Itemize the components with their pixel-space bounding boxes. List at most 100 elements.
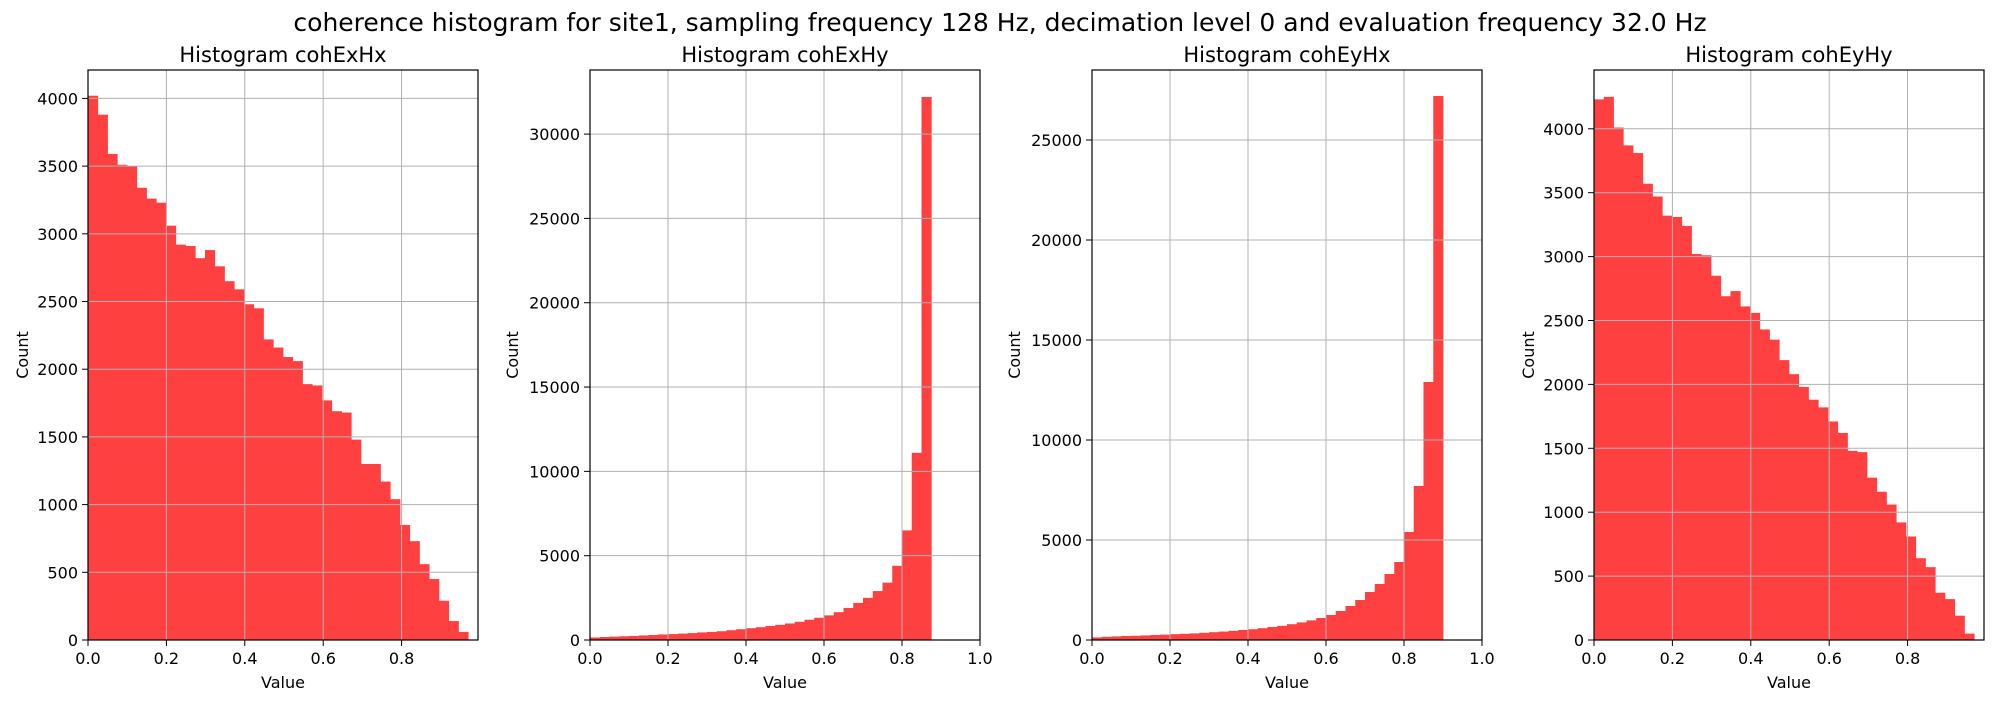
histogram-bar [1710, 275, 1722, 640]
histogram-bar [833, 612, 844, 640]
histogram-bar [619, 636, 630, 640]
histogram-bar [1287, 624, 1298, 640]
x-axis-label: Value [763, 673, 807, 692]
histogram-bar [794, 621, 805, 640]
x-axis-label: Value [1767, 673, 1811, 692]
histogram-bar [1671, 216, 1683, 640]
histogram-bar [126, 166, 138, 640]
x-tick-label: 1.0 [1469, 649, 1494, 668]
histogram-bar [107, 153, 118, 640]
histogram-bar [804, 619, 815, 640]
histogram-bar [911, 452, 922, 640]
histogram-bar [1642, 183, 1653, 641]
histogram-bar [590, 637, 601, 640]
histogram-bar [282, 357, 294, 640]
histogram-bar [814, 617, 825, 640]
histogram-bar [1876, 491, 1887, 640]
histogram-bar [1944, 599, 1956, 640]
y-axis-label: Count [1519, 331, 1538, 379]
x-tick-label: 0.6 [310, 649, 335, 668]
x-tick-label: 0.2 [1660, 649, 1685, 668]
y-tick-label: 25000 [529, 209, 580, 228]
histogram-bar [312, 385, 323, 640]
histogram-bar [1740, 306, 1751, 640]
x-tick-label: 0.8 [889, 649, 914, 668]
histogram-bar [1374, 584, 1385, 640]
y-tick-label: 1000 [1543, 503, 1584, 522]
histogram-bar [638, 635, 649, 640]
histogram-bar [1238, 630, 1249, 640]
x-tick-label: 0.4 [232, 649, 257, 668]
histogram-bar [1798, 386, 1809, 640]
histogram-bar [419, 564, 430, 640]
histogram-bar [1623, 145, 1634, 640]
histogram-bar [1101, 636, 1112, 640]
histogram-bar [1404, 532, 1415, 640]
histogram-bar [165, 225, 177, 640]
histogram-bar [1632, 153, 1644, 640]
axes-frame [1091, 69, 1483, 641]
histogram-bar [253, 308, 264, 640]
histogram-bar [921, 96, 932, 641]
y-tick-label: 15000 [529, 378, 580, 397]
chart-title: Histogram cohExHx [179, 43, 386, 67]
histogram-bar [341, 412, 352, 640]
histogram-bar [224, 281, 235, 640]
histogram-bar [1866, 477, 1878, 640]
histogram-bar [1170, 634, 1181, 640]
histogram-bar [156, 202, 167, 640]
histogram-bar [370, 463, 381, 640]
y-tick-label: 3500 [37, 157, 78, 176]
x-tick-label: 0.4 [1235, 649, 1260, 668]
histogram-bar [736, 629, 747, 640]
histogram-bar [146, 198, 157, 640]
histogram-bar [1384, 574, 1395, 640]
y-tick-label: 30000 [529, 125, 580, 144]
histogram-bar [1818, 407, 1829, 640]
histogram-bar [1257, 628, 1268, 640]
histogram-bar [88, 95, 99, 641]
histogram-bar [1925, 567, 1936, 640]
histogram-bar [399, 524, 411, 640]
y-axis-label: Count [1005, 331, 1024, 379]
histogram-bar [214, 266, 225, 640]
histogram-bar [380, 481, 391, 640]
histogram-bar [1857, 452, 1868, 640]
histogram-bar [1769, 339, 1780, 640]
x-axis-label: Value [261, 673, 305, 692]
histogram-bar [824, 615, 835, 640]
histogram-bar [351, 439, 362, 640]
x-tick-label: 0.6 [811, 649, 836, 668]
histogram-bar [1652, 196, 1663, 640]
histogram-bar [185, 246, 196, 640]
y-tick-label: 500 [47, 563, 78, 582]
histogram-bar [1228, 630, 1239, 640]
histogram-bar [892, 565, 903, 640]
histogram-bar [1355, 600, 1366, 640]
histogram-bar [1886, 504, 1897, 640]
histogram-bar [302, 384, 313, 640]
histogram-bar [902, 530, 913, 640]
histogram-bar [1267, 627, 1278, 640]
histogram-bar [629, 635, 640, 640]
histogram-bar [1808, 399, 1819, 640]
x-tick-label: 0.8 [1895, 649, 1920, 668]
histogram-bar [1433, 96, 1444, 640]
histogram-bar [1218, 631, 1229, 640]
histogram-bar [1199, 632, 1210, 640]
histogram-bar [843, 607, 854, 640]
histogram-bar [1345, 606, 1356, 640]
histogram-bar [707, 631, 718, 640]
axes-frame [87, 69, 479, 641]
chart-4: 0.0 0.2 0.4 0.6 0.8 0 500 1000 1500 2000 2500 3000 3… [1519, 43, 1985, 692]
histogram-bar [609, 636, 620, 640]
histogram-bar [726, 630, 737, 640]
histogram-bar [1365, 592, 1376, 640]
histogram-bar [872, 591, 883, 640]
y-tick-label: 15000 [1031, 331, 1082, 350]
chart-title: Histogram cohEyHy [1685, 43, 1892, 67]
y-tick-label: 1500 [37, 428, 78, 447]
x-tick-label: 1.0 [967, 649, 992, 668]
histogram-bar [1720, 296, 1731, 640]
